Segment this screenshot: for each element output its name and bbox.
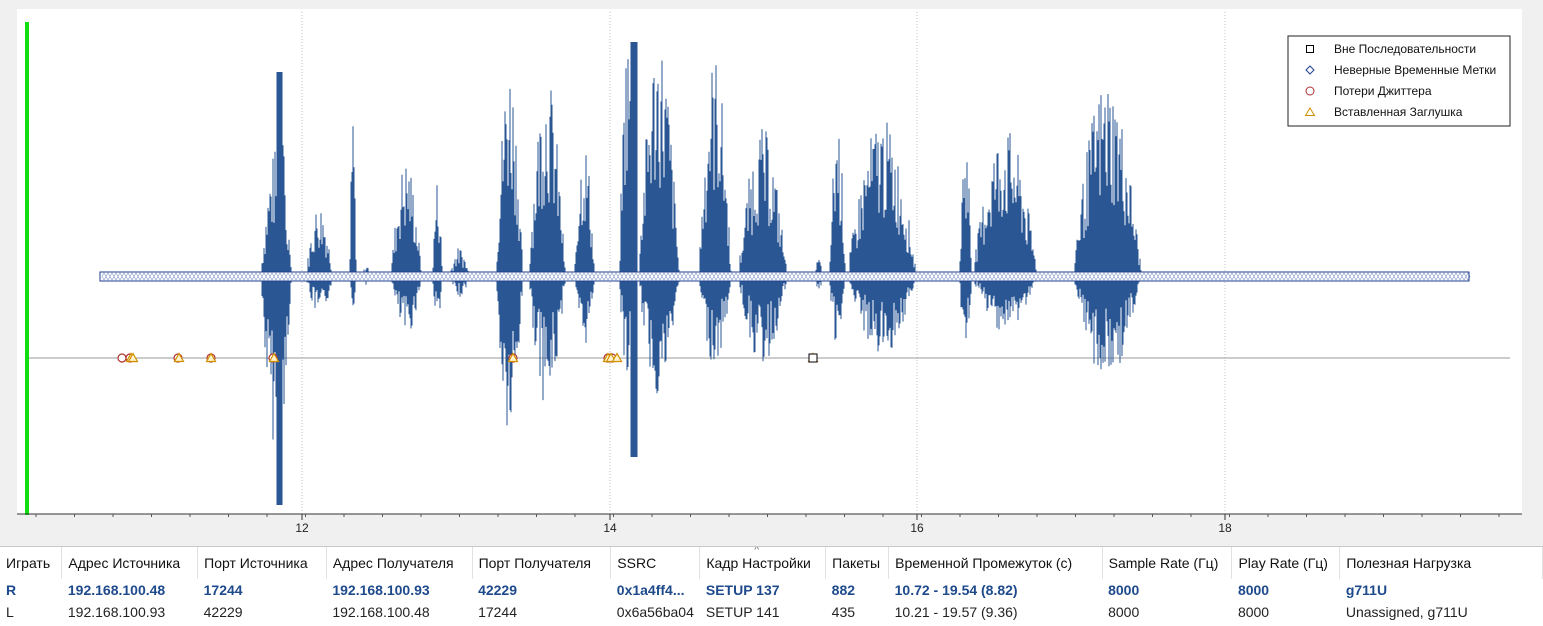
column-header-destination-port[interactable]: Порт Получателя (472, 547, 612, 579)
triangle-legend-icon (1304, 107, 1316, 116)
cell-ssrc: 0x6a56ba04 (616, 604, 694, 620)
cell-source-port: 17244 (203, 582, 243, 598)
cell-destination-port: 42229 (478, 582, 518, 598)
silence-inserted-marker (611, 352, 623, 363)
cell-payload: g711U (1345, 582, 1388, 598)
column-header-setup-frame-label: Кадр Настройки (706, 555, 811, 571)
grid-lines (301, 12, 1226, 512)
cell-source-port: 42229 (203, 604, 243, 620)
cell-setup-frame: SETUP 137 (705, 582, 780, 598)
waveform-plot[interactable]: 12 14 16 18 Вне Последовательности Неверные … (0, 0, 1543, 546)
tick-label: 16 (910, 521, 924, 535)
table-header-row: Играть Адрес Источника Порт Источника Ад… (0, 547, 1543, 579)
legend-label: Вне Последовательности (1334, 42, 1476, 56)
column-header-setup-frame[interactable]: ^ Кадр Настройки (699, 547, 827, 579)
silence-inserted-marker (127, 352, 139, 363)
column-header-source-port[interactable]: Порт Источника (197, 547, 327, 579)
cell-play-rate: 8000 (1237, 604, 1270, 620)
event-markers (117, 352, 819, 363)
cell-payload: Unassigned, g711U (1345, 604, 1468, 620)
column-header-sample-rate[interactable]: Sample Rate (Гц) (1102, 547, 1233, 579)
cell-time-span: 10.21 - 19.57 (9.36) (894, 604, 1018, 620)
legend-label: Потери Джиттера (1334, 84, 1432, 98)
cell-destination-address: 192.168.100.93 (332, 582, 430, 598)
legend-label: Неверные Временные Метки (1334, 63, 1496, 77)
diamond-legend-icon (1305, 65, 1315, 75)
cell-source-address: 192.168.100.93 (67, 604, 166, 620)
cell-play[interactable]: R (6, 582, 17, 598)
column-header-ssrc[interactable]: SSRC (610, 547, 701, 579)
out-of-sequence-marker (808, 353, 818, 363)
waveform-plot-area[interactable]: 12 14 16 18 Вне Последовательности Неверные … (0, 0, 1543, 546)
wrong-timestamp-markers (101, 272, 1471, 281)
sort-indicator-icon: ^ (754, 547, 760, 556)
cell-time-span: 10.72 - 19.54 (8.82) (894, 582, 1018, 598)
tick-label: 12 (295, 521, 309, 535)
circle-legend-icon (1305, 86, 1315, 96)
cell-packets: 435 (831, 604, 856, 620)
tick-label: 18 (1218, 521, 1232, 535)
cell-sample-rate: 8000 (1108, 582, 1140, 598)
column-header-play-rate[interactable]: Play Rate (Гц) (1231, 547, 1341, 579)
cell-sample-rate: 8000 (1108, 604, 1140, 620)
silence-inserted-marker (205, 352, 217, 363)
silence-inserted-marker (268, 352, 280, 363)
silence-inserted-marker (507, 352, 519, 363)
play-cursor[interactable] (25, 22, 29, 515)
silence-inserted-marker (173, 352, 185, 363)
column-header-time-span[interactable]: Временной Промежуток (с) (888, 547, 1103, 579)
jitter-drop-marker (117, 353, 127, 363)
legend-label: Вставленная Заглушка (1334, 105, 1463, 119)
column-header-source-address[interactable]: Адрес Источника (61, 547, 199, 579)
column-header-packets[interactable]: Пакеты (825, 547, 890, 579)
wrong-timestamp-band (99, 271, 1470, 282)
cell-play[interactable]: L (6, 604, 14, 620)
table-row[interactable]: R 192.168.100.48 17244 192.168.100.93 42… (0, 579, 1543, 601)
diamond-marker-row (101, 272, 1471, 281)
column-header-payload[interactable]: Полезная Нагрузка (1339, 547, 1543, 579)
x-axis-ticks: 12 14 16 18 (35, 514, 1500, 535)
legend-box (1287, 35, 1511, 127)
rtp-streams-table: Играть Адрес Источника Порт Источника Ад… (0, 547, 1543, 623)
cell-ssrc: 0x1a4ff4... (616, 582, 685, 598)
rtp-streams-table-panel: Играть Адрес Источника Порт Источника Ад… (0, 546, 1543, 626)
cell-destination-port: 17244 (478, 604, 518, 620)
cell-setup-frame: SETUP 141 (705, 604, 780, 620)
table-row[interactable]: L 192.168.100.93 42229 192.168.100.48 17… (0, 601, 1543, 623)
square-legend-icon (1306, 45, 1314, 53)
cell-play-rate: 8000 (1237, 582, 1270, 598)
cell-source-address: 192.168.100.48 (67, 582, 166, 598)
cell-destination-address: 192.168.100.48 (332, 604, 430, 620)
column-header-play[interactable]: Играть (0, 547, 63, 579)
tick-label: 14 (603, 521, 617, 535)
column-header-destination-address[interactable]: Адрес Получателя (326, 547, 473, 579)
cell-packets: 882 (831, 582, 856, 598)
legend: Вне Последовательности Неверные Временные… (1287, 35, 1511, 127)
